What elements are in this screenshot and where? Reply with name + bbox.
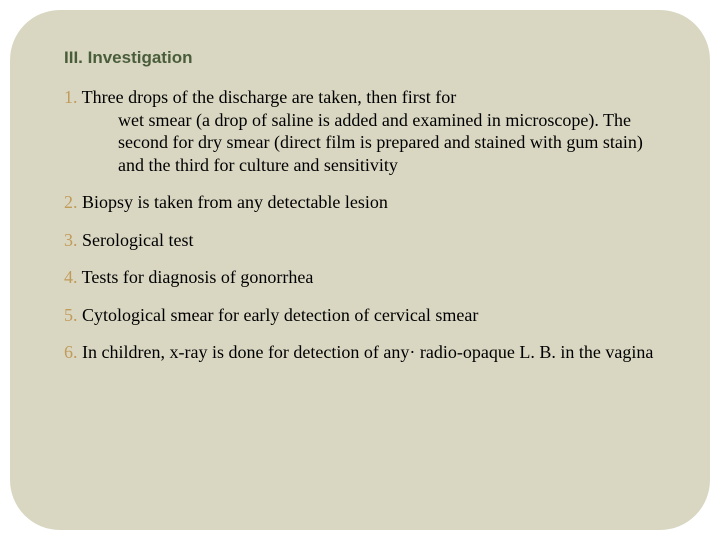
item-text: Tests for diagnosis of gonorrhea — [78, 267, 314, 287]
item-number: 3. — [64, 230, 78, 250]
item-number: 4. — [64, 267, 78, 287]
item-text: Three drops of the discharge are taken, … — [78, 87, 457, 107]
item-number: 1. — [64, 87, 78, 107]
item-number: 6. — [64, 342, 78, 362]
list-item: 6. In children, x-ray is done for detect… — [58, 341, 662, 364]
item-text: Serological test — [78, 230, 194, 250]
list-item: 5. Cytological smear for early detection… — [58, 304, 662, 327]
section-heading: III. Investigation — [64, 48, 662, 68]
item-number: 5. — [64, 305, 78, 325]
investigation-list: 1. Three drops of the discharge are take… — [58, 86, 662, 364]
list-item: 4. Tests for diagnosis of gonorrhea — [58, 266, 662, 289]
list-item: 2. Biopsy is taken from any detectable l… — [58, 191, 662, 214]
item-text-continuation: wet smear (a drop of saline is added and… — [64, 109, 662, 177]
item-text: In children, x-ray is done for detection… — [78, 342, 654, 362]
item-text: Biopsy is taken from any detectable lesi… — [78, 192, 388, 212]
list-item: 1. Three drops of the discharge are take… — [58, 86, 662, 176]
item-number: 2. — [64, 192, 78, 212]
slide-card: III. Investigation 1. Three drops of the… — [10, 10, 710, 530]
list-item: 3. Serological test — [58, 229, 662, 252]
item-text: Cytological smear for early detection of… — [78, 305, 479, 325]
